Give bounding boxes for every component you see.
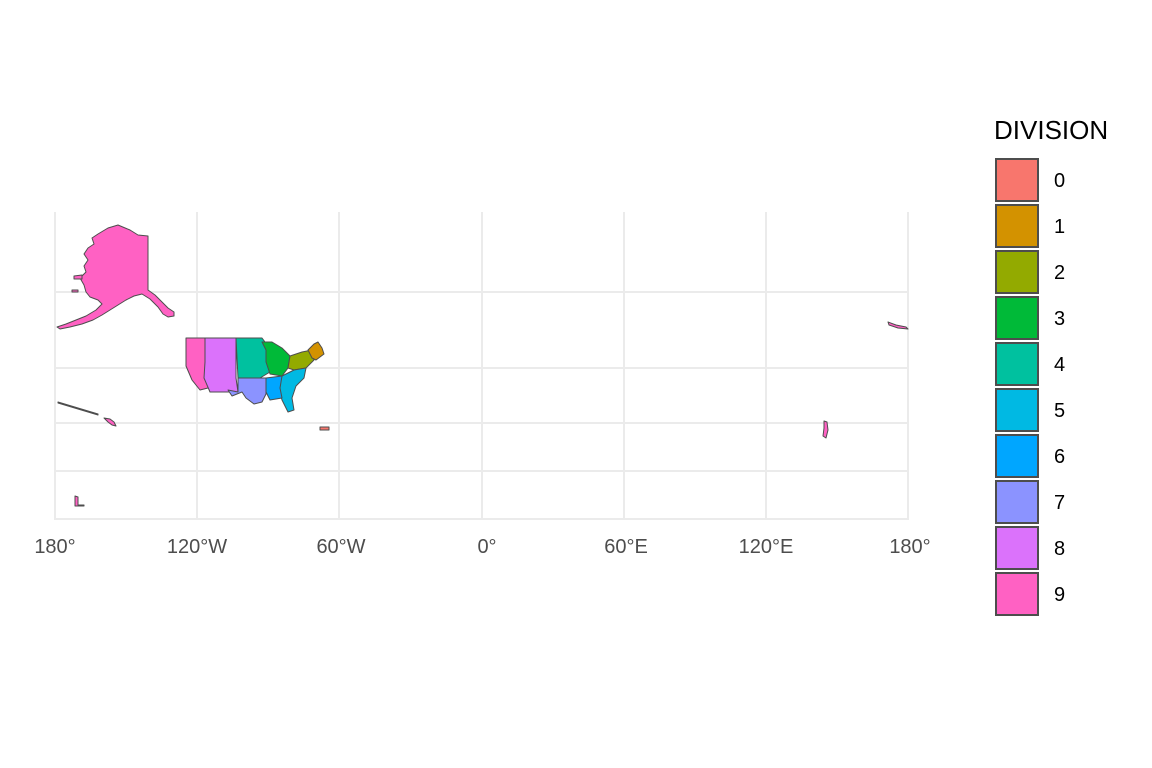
region-east-north-central <box>261 341 291 377</box>
legend-key-swatch <box>995 526 1039 570</box>
region-mountain <box>203 337 239 393</box>
legend-key-swatch <box>995 204 1039 248</box>
legend: DIVISION 0 1 2 3 4 5 6 7 8 9 <box>994 115 1108 616</box>
legend-key-label: 2 <box>1054 262 1065 284</box>
legend-key-swatch <box>995 342 1039 386</box>
x-tick-label: 180° <box>34 536 75 558</box>
legend-key-label: 3 <box>1054 308 1065 330</box>
region-alaska <box>56 224 175 330</box>
x-tick-label: 60°E <box>604 536 648 558</box>
x-axis: 180° 120°W 60°W 0° 60°E 120°E 180° <box>34 536 930 558</box>
region-middle-atlantic <box>287 349 315 371</box>
grid <box>54 212 909 520</box>
region-alaska-island <box>73 274 83 280</box>
legend-key-label: 6 <box>1054 446 1065 468</box>
region-pacific-islands <box>57 401 99 416</box>
legend-key-label: 1 <box>1054 216 1065 238</box>
x-tick-label: 180° <box>889 536 930 558</box>
legend-key-swatch <box>995 572 1039 616</box>
x-tick-label: 120°E <box>739 536 794 558</box>
legend-key-swatch <box>995 434 1039 478</box>
legend-items: 0 1 2 3 4 5 6 7 8 9 <box>995 158 1065 616</box>
legend-key-label: 5 <box>1054 400 1065 422</box>
map-regions <box>56 224 909 507</box>
legend-title: DIVISION <box>994 115 1108 145</box>
legend-key-swatch <box>995 480 1039 524</box>
region-guam <box>822 420 829 439</box>
region-west-south-central <box>227 377 267 405</box>
region-caribbean <box>319 426 330 431</box>
legend-key-label: 8 <box>1054 538 1065 560</box>
legend-key-label: 7 <box>1054 492 1065 514</box>
region-east-south-central <box>265 375 283 401</box>
legend-key-label: 9 <box>1054 584 1065 606</box>
x-tick-label: 120°W <box>167 536 227 558</box>
region-hawaii <box>103 417 117 427</box>
x-tick-label: 60°W <box>316 536 365 558</box>
legend-key-swatch <box>995 388 1039 432</box>
region-new-england <box>307 341 325 361</box>
legend-key-label: 0 <box>1054 170 1065 192</box>
region-far-pacific <box>887 321 909 330</box>
x-tick-label: 0° <box>477 536 496 558</box>
region-alaska-island <box>71 289 79 293</box>
legend-key-swatch <box>995 250 1039 294</box>
legend-key-swatch <box>995 296 1039 340</box>
legend-key-label: 4 <box>1054 354 1065 376</box>
legend-key-swatch <box>995 158 1039 202</box>
region-samoa <box>74 495 85 507</box>
